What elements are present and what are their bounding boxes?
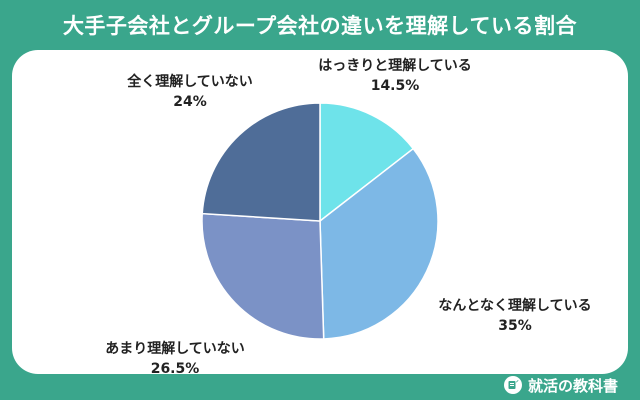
slice-label-not-much-understand: あまり理解していない 26.5% xyxy=(105,339,245,379)
brand-name: 就活の教科書 xyxy=(527,376,618,395)
brand-footer: 就活の教科書 xyxy=(503,374,618,396)
pie-slice-1 xyxy=(319,147,439,340)
slice-value: 14.5% xyxy=(370,78,420,94)
slice-name: はっきりと理解している xyxy=(318,58,472,74)
slice-name: あまり理解していない xyxy=(105,341,245,357)
slice-name: なんとなく理解している xyxy=(438,298,592,314)
slice-label-somewhat-understand: なんとなく理解している 35% xyxy=(438,296,591,336)
pie-slice-3 xyxy=(201,102,321,222)
slice-value: 35% xyxy=(498,318,532,334)
slice-label-not-at-all-understand: 全く理解していない 24% xyxy=(127,72,253,112)
slice-label-clearly-understand: はっきりと理解している 14.5% xyxy=(318,56,472,96)
slice-name: 全く理解していない xyxy=(127,74,253,90)
slice-value: 24% xyxy=(173,94,207,110)
pie-slice-2 xyxy=(201,212,325,340)
pie-slice-0 xyxy=(319,102,415,223)
chart-title: 大手子会社とグループ会社の違いを理解している割合 xyxy=(62,14,578,38)
slice-value: 26.5% xyxy=(150,361,200,377)
brand-logo-icon xyxy=(503,376,522,394)
